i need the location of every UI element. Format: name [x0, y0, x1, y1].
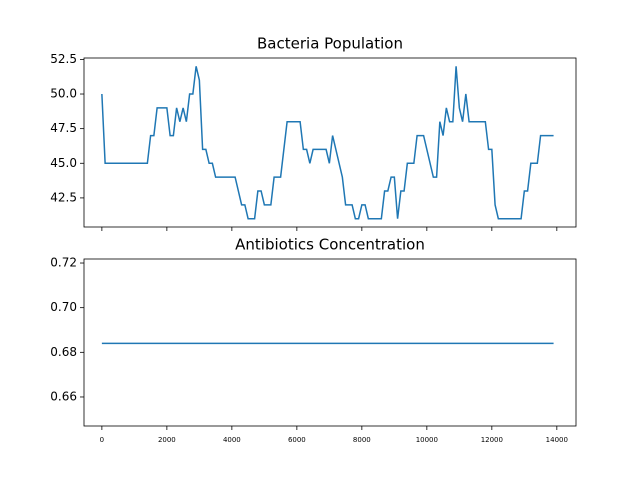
axes-frame — [83, 258, 577, 427]
y-tick-label: 0.72 — [50, 256, 77, 270]
axes-frame — [83, 57, 577, 228]
y-tick-label: 42.5 — [50, 190, 77, 204]
y-tick-label: 50.0 — [50, 87, 77, 101]
x-tick-label: 4000 — [223, 436, 241, 444]
x-tick-label: 10000 — [416, 436, 438, 444]
y-tick-label: 45.0 — [50, 156, 77, 170]
chart-title: Bacteria Population — [257, 35, 403, 53]
y-tick-label: 0.68 — [50, 345, 77, 359]
x-tick-label: 0 — [100, 436, 104, 444]
y-tick-label: 52.5 — [50, 52, 77, 66]
x-tick-label: 14000 — [546, 436, 568, 444]
x-tick-label: 6000 — [288, 436, 306, 444]
x-tick-label: 12000 — [481, 436, 503, 444]
chart-title: Antibiotics Concentration — [235, 236, 425, 254]
y-tick-label: 47.5 — [50, 121, 77, 135]
y-tick-label: 0.70 — [50, 300, 77, 314]
x-tick-label: 8000 — [353, 436, 371, 444]
line — [101, 66, 554, 220]
y-tick-label: 0.66 — [50, 389, 77, 403]
x-tick-label: 2000 — [158, 436, 176, 444]
